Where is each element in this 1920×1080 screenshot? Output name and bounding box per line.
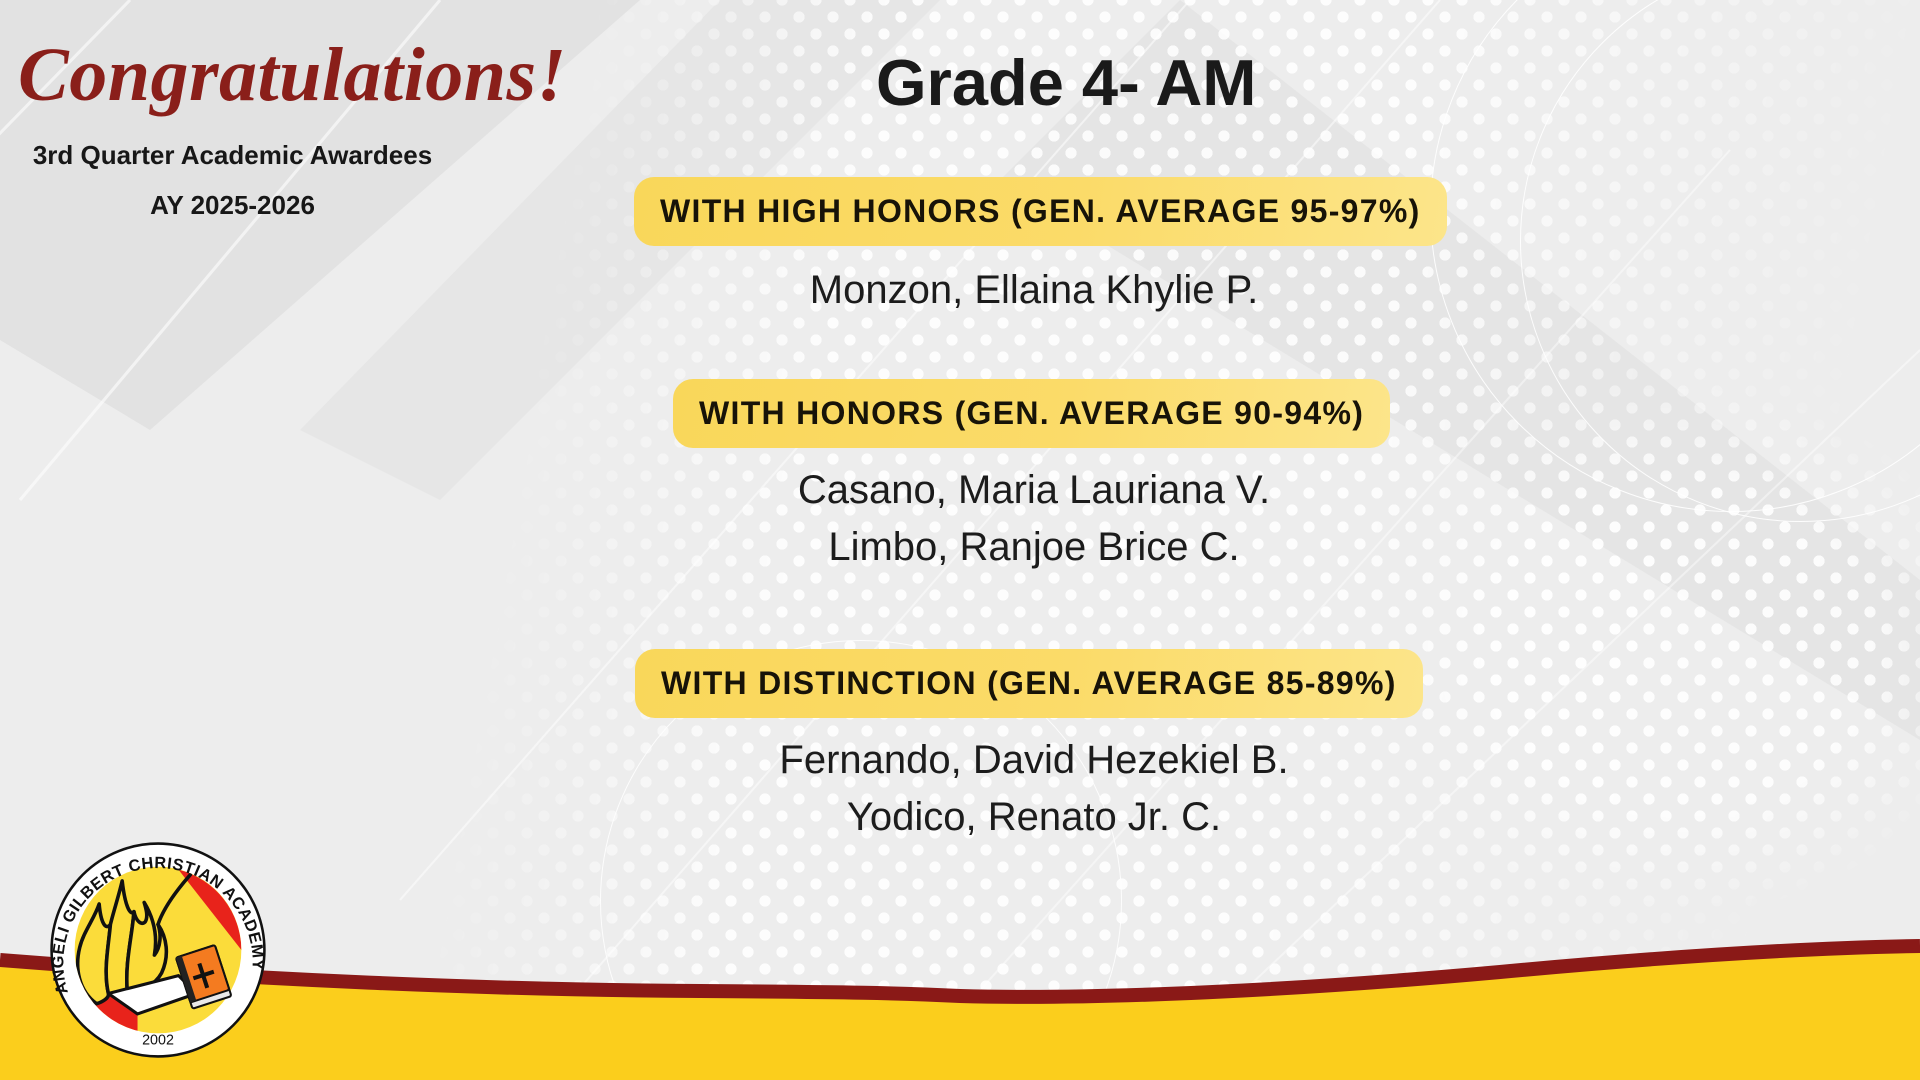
- svg-text:2002: 2002: [142, 1033, 174, 1049]
